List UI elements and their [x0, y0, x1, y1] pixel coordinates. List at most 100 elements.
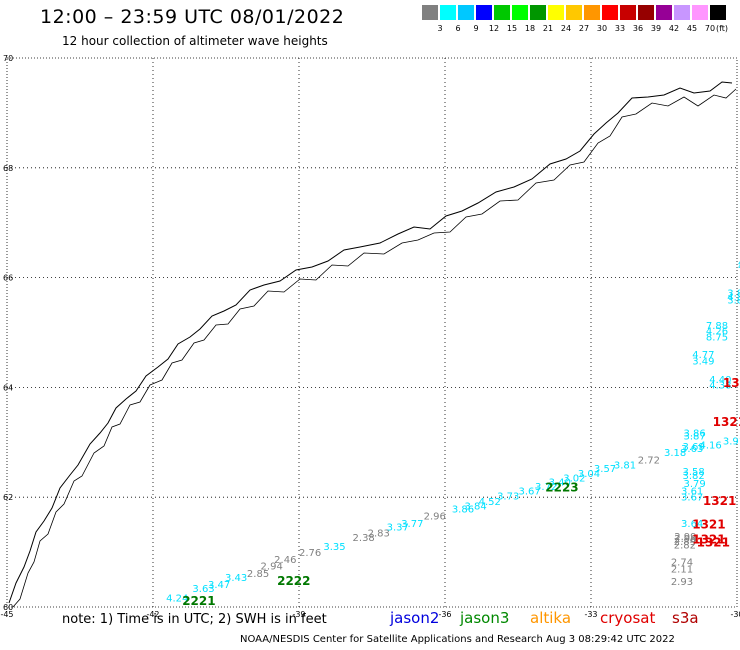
map-frame [6, 57, 738, 608]
wave-height-label: 3.67 [681, 492, 703, 503]
wave-height-label: 4.16 [700, 440, 722, 451]
wave-height-label: 2.76 [299, 548, 321, 559]
colorbar-swatch [656, 5, 672, 20]
time-label: 2223 [545, 481, 578, 495]
lon-label: -30 [730, 610, 740, 619]
colorbar-tick: 36 [632, 24, 644, 33]
wave-height-label: 4.26 [706, 327, 728, 338]
wave-height-label: 4.30 [727, 293, 740, 304]
colorbar-tick: 70 [704, 24, 716, 33]
graticule [7, 58, 737, 607]
time-labels: 2221222222231321132113211321132113 [182, 376, 740, 608]
lon-label: -42 [146, 610, 159, 619]
chart-subtitle: 12 hour collection of altimeter wave hei… [62, 34, 328, 48]
colorbar-swatch [530, 5, 546, 20]
colorbar-tick: 18 [524, 24, 536, 33]
wave-height-label: 4.99 [738, 261, 740, 272]
footnote: note: 1) Time is in UTC; 2) SWH is in fe… [62, 612, 327, 627]
colorbar-swatch [638, 5, 654, 20]
legend-cryosat: cryosat [600, 609, 656, 627]
wave-height-label: 3.87 [683, 432, 705, 443]
wave-height-label: 3.81 [614, 461, 636, 472]
time-label: 2221 [182, 594, 215, 608]
colorbar-tick: 30 [596, 24, 608, 33]
colorbar-swatch [692, 5, 708, 20]
greenland-coastline [8, 81, 737, 608]
wave-height-label: 3.81 [727, 295, 740, 306]
wave-height-label: 8.75 [706, 333, 728, 344]
wave-height-label: 4.56 [738, 258, 740, 269]
colorbar-tick: 33 [614, 24, 626, 33]
wave-height-label: 3.77 [401, 519, 423, 530]
time-label: 1321 [692, 517, 725, 531]
wave-height-label: 3.72 [535, 482, 557, 493]
wave-height-label: 3.82 [682, 471, 704, 482]
wave-height-label: 4.40 [709, 375, 731, 386]
wave-height-label: 2.96 [424, 512, 446, 523]
wave-height-label: 2.74 [671, 557, 693, 568]
colorbar-swatch [584, 5, 600, 20]
wave-height-label: 3.61 [681, 486, 703, 497]
wave-height-label: 2.72 [638, 456, 660, 467]
wave-height-label: 3.63 [192, 584, 214, 595]
wave-height-label: 2.11 [671, 564, 693, 575]
colorbar-swatch [494, 5, 510, 20]
legend-s3a: s3a [672, 609, 699, 627]
lat-label: 64 [3, 383, 13, 392]
colorbar-swatch [458, 5, 474, 20]
wave-height-label: 4.38 [709, 380, 731, 391]
wave-height-label: 3.43 [225, 573, 247, 584]
lat-label: 60 [3, 603, 13, 612]
lat-label: 70 [3, 54, 13, 63]
legend-altika: altika [530, 609, 572, 627]
wave-height-label: 2.46 [274, 555, 296, 566]
colorbar-tick: 12 [488, 24, 500, 33]
time-label: 1321 [713, 415, 740, 429]
colorbar-swatch [548, 5, 564, 20]
wave-height-label: 3.35 [323, 542, 345, 553]
colorbar-tick: 42 [668, 24, 680, 33]
colorbar-tick: 6 [455, 24, 461, 33]
wave-height-label: 4.24 [166, 594, 188, 605]
lon-label: -36 [438, 610, 451, 619]
colorbar-tick: 3 [437, 24, 443, 33]
colorbar-swatch [566, 5, 582, 20]
colorbar-tick: 45 [686, 24, 698, 33]
time-label: 2222 [277, 574, 310, 588]
wave-height-label: 3.86 [452, 505, 474, 516]
wave-height-label: 2.99 [674, 532, 696, 543]
wave-height-label: 3.57 [594, 464, 616, 475]
wave-height-label: 3.58 [682, 467, 704, 478]
wave-height-label: 3.18 [664, 448, 686, 459]
colorbar-swatch [602, 5, 618, 20]
wave-height-label: 3.67 [518, 486, 540, 497]
colorbar-unit: (ft) [716, 24, 729, 33]
wave-height-label: 2.38 [353, 533, 375, 544]
colorbar-swatch [512, 5, 528, 20]
wave-height-label: 2.93 [671, 577, 693, 588]
wave-height-label: 3.63 [681, 444, 703, 455]
wave-height-label: 3.02 [563, 473, 585, 484]
wave-height-label: 3.85 [727, 288, 740, 299]
wave-height-label: 7.88 [706, 321, 728, 332]
wave-height-label: 2.85 [247, 569, 269, 580]
wave-height-label: 2.94 [261, 562, 283, 573]
lon-label: -45 [0, 610, 13, 619]
colorbar-tick: 24 [560, 24, 572, 33]
lon-label: -39 [292, 610, 305, 619]
wave-height-label: 3.86 [683, 428, 705, 439]
wave-height-label: 3.79 [683, 479, 705, 490]
legend-jason3: jason3 [460, 609, 510, 627]
wave-height-label: 3.84 [464, 501, 486, 512]
colorbar-tick: 39 [650, 24, 662, 33]
colorbar-swatch [476, 5, 492, 20]
wave-height-label: 3.69 [682, 442, 704, 453]
colorbar-tick: 9 [473, 24, 479, 33]
colorbar-swatch [710, 5, 726, 20]
coastline-fjords [12, 88, 737, 608]
colorbar-swatch [422, 5, 438, 20]
time-label: 1321 [697, 536, 730, 550]
lon-label: -33 [584, 610, 597, 619]
wave-height-label: 3.91 [723, 436, 740, 447]
